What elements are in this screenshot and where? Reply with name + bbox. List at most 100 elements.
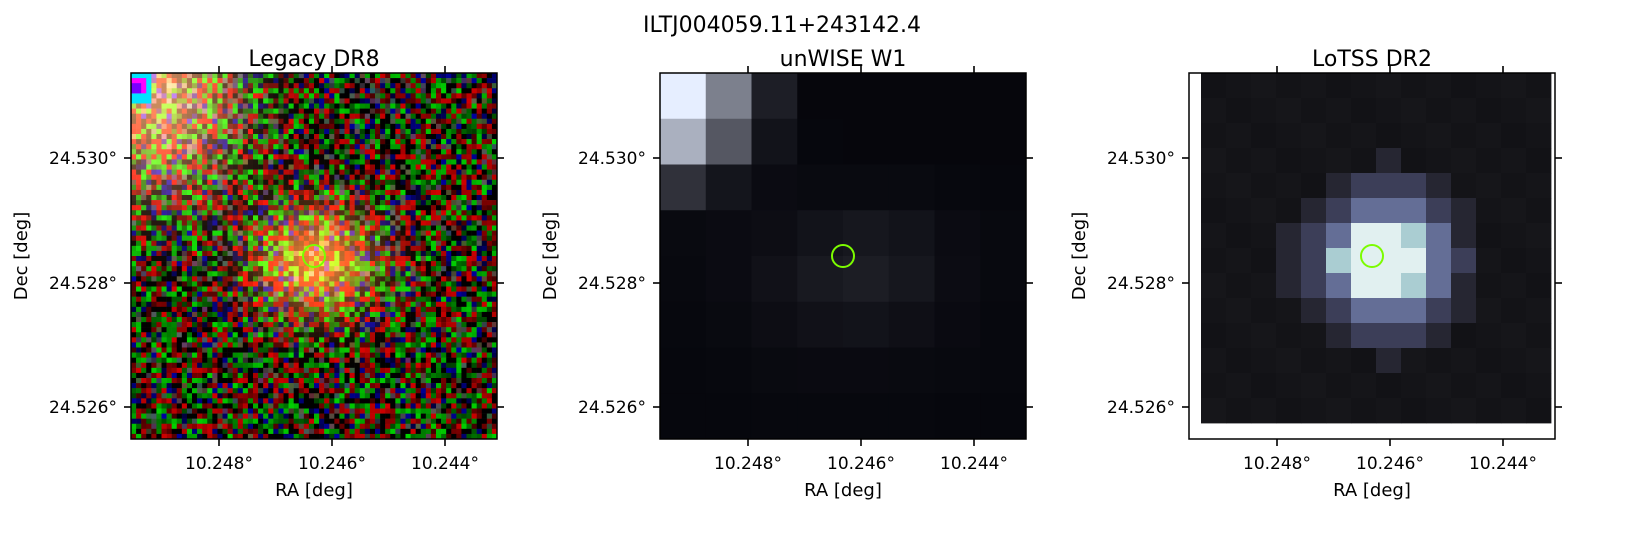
image-pixel [303, 337, 310, 343]
image-pixel [375, 184, 381, 191]
image-pixel [217, 322, 223, 328]
image-pixel [237, 88, 244, 94]
image-pixel [227, 159, 233, 165]
image-pixel [146, 393, 152, 399]
image-pixel [339, 291, 345, 297]
image-pixel [481, 261, 488, 267]
image-pixel [258, 291, 264, 297]
image-pixel [410, 164, 416, 170]
image-pixel [273, 103, 279, 109]
image-pixel [364, 306, 371, 313]
image-pixel [390, 367, 396, 374]
image-pixel [258, 286, 264, 292]
image-pixel [156, 195, 162, 201]
image-pixel [359, 93, 366, 99]
image-pixel [227, 388, 233, 394]
image-pixel [258, 256, 264, 262]
image-pixel [166, 403, 172, 409]
image-pixel [349, 88, 355, 94]
image-pixel [400, 352, 406, 358]
image-pixel [303, 418, 310, 425]
image-pixel [415, 256, 422, 262]
image-pixel [359, 413, 366, 419]
image-pixel [186, 398, 193, 404]
image-pixel [207, 195, 213, 201]
image-pixel [222, 352, 228, 358]
image-pixel [375, 169, 381, 175]
image-pixel [329, 98, 335, 104]
image-pixel [481, 230, 488, 236]
image-pixel [268, 118, 274, 125]
image-pixel [466, 240, 472, 247]
image-pixel [278, 154, 284, 160]
image-pixel [212, 195, 218, 201]
image-pixel [176, 159, 183, 165]
image-pixel [222, 144, 228, 150]
image-pixel [232, 281, 239, 287]
image-pixel [192, 306, 198, 313]
image-pixel [456, 403, 462, 409]
image-pixel [400, 93, 406, 99]
image-pixel [441, 327, 447, 333]
image-pixel [476, 245, 483, 252]
image-pixel [466, 245, 472, 252]
image-pixel [232, 403, 239, 409]
image-pixel [268, 261, 274, 267]
image-pixel [283, 357, 289, 364]
image-pixel [232, 128, 239, 135]
image-pixel [369, 195, 376, 201]
image-pixel [242, 73, 249, 79]
image-pixel [176, 362, 183, 369]
image-pixel [451, 342, 457, 348]
image-pixel [339, 357, 345, 364]
image-pixel [192, 347, 198, 353]
image-pixel [329, 103, 335, 109]
image-pixel [369, 113, 376, 120]
image-pixel [466, 225, 472, 231]
image-pixel [329, 281, 335, 287]
image-pixel [278, 169, 284, 175]
image-pixel [349, 139, 355, 145]
image-pixel [486, 174, 493, 181]
image-pixel [232, 195, 239, 201]
image-pixel [268, 342, 274, 348]
image-pixel [380, 128, 386, 135]
image-pixel [430, 337, 437, 343]
image-pixel [334, 352, 340, 358]
image-pixel [131, 189, 137, 196]
image-pixel [202, 225, 208, 231]
image-pixel [166, 322, 172, 328]
image-pixel [390, 200, 396, 206]
image-pixel [171, 256, 178, 262]
image-pixel [298, 210, 305, 216]
image-pixel [471, 200, 477, 206]
image-pixel [486, 332, 493, 338]
image-pixel [303, 276, 310, 282]
image-pixel [288, 291, 294, 297]
image-pixel [456, 296, 462, 303]
image-pixel [385, 347, 391, 353]
image-pixel [451, 245, 457, 252]
image-pixel [314, 83, 320, 89]
image-pixel [476, 118, 483, 125]
image-pixel [400, 240, 406, 247]
image-pixel [400, 317, 406, 323]
image-pixel [131, 169, 137, 175]
image-pixel [278, 398, 284, 404]
image-pixel [303, 352, 310, 358]
image-pixel [441, 281, 447, 287]
image-pixel [308, 83, 315, 89]
image-pixel [329, 408, 335, 414]
image-pixel [227, 210, 233, 216]
image-pixel [380, 88, 386, 94]
image-pixel [278, 276, 284, 282]
image-pixel [283, 362, 289, 369]
image-pixel [436, 215, 442, 221]
image-pixel [278, 296, 284, 303]
image-pixel [451, 383, 457, 389]
image-pixel [349, 327, 355, 333]
image-pixel [308, 271, 315, 277]
image-pixel [192, 108, 198, 114]
image-pixel [451, 372, 457, 379]
image-pixel [369, 200, 376, 206]
